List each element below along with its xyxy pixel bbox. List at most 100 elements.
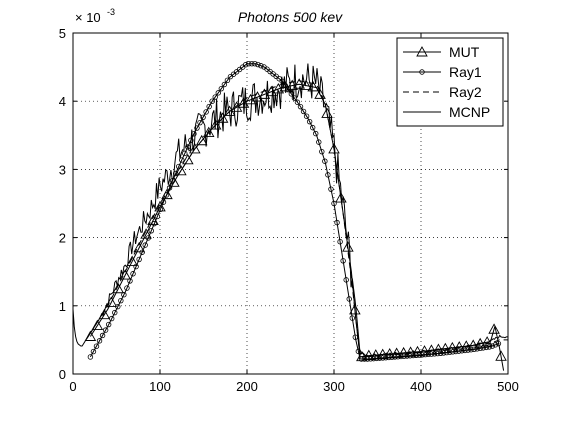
legend-marker-ray1 (419, 69, 425, 75)
series-marker-ray1 (334, 219, 340, 226)
series-marker-ray1 (102, 327, 109, 333)
series-marker-ray1 (392, 354, 398, 360)
legend-label-ray2: Ray2 (449, 84, 482, 100)
series-marker-ray1 (242, 62, 249, 68)
series-marker-ray1 (90, 348, 97, 355)
series-line-ray1 (89, 63, 500, 360)
legend-label-ray1: Ray1 (449, 64, 482, 80)
series-marker-ray1 (437, 350, 444, 356)
y-tick-label: 0 (59, 367, 66, 382)
series-marker-mut (133, 241, 145, 253)
axis-ticks: 0 100 200 300 400 500 0 1 2 3 4 5 (59, 26, 519, 394)
series-marker-ray1 (151, 220, 158, 227)
series-marker-mut (411, 345, 424, 357)
series-marker-ray1 (246, 60, 252, 67)
series-marker-ray1 (93, 343, 100, 349)
series-marker-ray1 (419, 352, 426, 358)
chart-title: Photons 500 kev (238, 9, 343, 25)
legend: MUT Ray1 Ray2 MCNP (396, 37, 504, 127)
series-marker-ray1 (252, 60, 258, 67)
series-marker-ray1 (166, 185, 173, 191)
series-marker-mut (112, 282, 125, 294)
series-marker-ray1 (306, 118, 313, 125)
y-tick-label: 4 (59, 94, 66, 109)
series-marker-ray1 (440, 350, 447, 356)
series-marker-ray1 (300, 108, 307, 115)
series-marker-ray1 (163, 192, 170, 198)
series-marker-ray1 (206, 103, 212, 110)
series-marker-ray1 (456, 348, 462, 354)
series-marker-ray1 (197, 119, 203, 126)
series-marker-ray1 (96, 338, 103, 344)
series-marker-ray1 (462, 347, 468, 354)
series-marker-mut (189, 143, 201, 154)
series-marker-ray1 (179, 157, 185, 163)
series-marker-ray1 (349, 315, 355, 321)
series-marker-mut (272, 82, 285, 94)
series-marker-ray1 (358, 356, 365, 362)
series-marker-ray1 (160, 199, 167, 205)
series-marker-ray1 (331, 200, 337, 207)
series-marker-ray1 (194, 125, 200, 131)
series-marker-ray1 (343, 277, 349, 283)
y-exponent-label: × 10 -3 (75, 7, 115, 25)
series-marker-ray1 (215, 90, 221, 96)
series-marker-ray1 (428, 351, 435, 357)
series-marker-mut (126, 255, 138, 266)
series-marker-ray1 (313, 130, 319, 137)
series-marker-ray1 (99, 332, 106, 339)
legend-label-mcnp: MCNP (449, 104, 490, 120)
series-marker-ray1 (142, 242, 148, 248)
series-marker-mut (91, 319, 104, 331)
series-marker-ray1 (115, 303, 121, 310)
x-tick-label: 0 (69, 379, 76, 394)
series-marker-ray1 (468, 347, 474, 353)
x-tick-label: 300 (323, 379, 345, 394)
series-marker-ray1 (148, 228, 154, 234)
series-line-mcnp (72, 63, 508, 358)
y-exponent-base: × 10 (75, 10, 101, 25)
series-marker-mut (390, 347, 403, 358)
series-marker-ray1 (182, 150, 188, 157)
series-marker-ray1 (118, 297, 124, 304)
series-marker-mut (84, 330, 97, 341)
x-tick-label: 500 (497, 379, 519, 394)
series-marker-ray1 (145, 235, 151, 241)
series-marker-ray1 (425, 351, 432, 358)
series-marker-ray1 (212, 94, 218, 100)
series-marker-ray1 (124, 285, 130, 291)
series-marker-ray1 (361, 356, 368, 362)
grid-lines (73, 33, 508, 374)
y-tick-label: 1 (59, 299, 66, 314)
series-marker-ray1 (127, 278, 133, 284)
series-marker-ray1 (112, 309, 118, 316)
series-marker-mut (488, 323, 500, 334)
series-marker-mut (168, 176, 180, 187)
series-marker-ray1 (401, 353, 407, 359)
series-marker-ray1 (340, 258, 346, 264)
series-marker-ray1 (294, 99, 301, 105)
series-marker-ray1 (492, 342, 499, 348)
series-marker-mut (175, 164, 187, 176)
plot-frame (72, 32, 509, 375)
series-marker-ray1 (459, 348, 465, 354)
series-marker-ray1 (410, 352, 416, 359)
series-marker-ray1 (398, 353, 404, 360)
series-marker-ray1 (105, 321, 112, 328)
series-marker-ray1 (486, 344, 492, 350)
series-marker-ray1 (480, 345, 486, 351)
series-marker-ray1 (489, 343, 496, 349)
series-marker-ray1 (249, 60, 255, 67)
series-marker-ray1 (465, 347, 471, 353)
series-marker-ray1 (133, 263, 139, 270)
series-marker-mut (202, 126, 215, 138)
series-marker-ray1 (209, 98, 215, 104)
series-ray1 (87, 60, 502, 362)
series-marker-ray1 (136, 256, 142, 263)
series-marker-ray1 (495, 340, 502, 347)
series-marker-ray1 (130, 271, 136, 277)
series-marker-ray1 (303, 113, 310, 119)
series-marker-ray1 (337, 238, 343, 245)
series-marker-ray1 (255, 61, 261, 68)
